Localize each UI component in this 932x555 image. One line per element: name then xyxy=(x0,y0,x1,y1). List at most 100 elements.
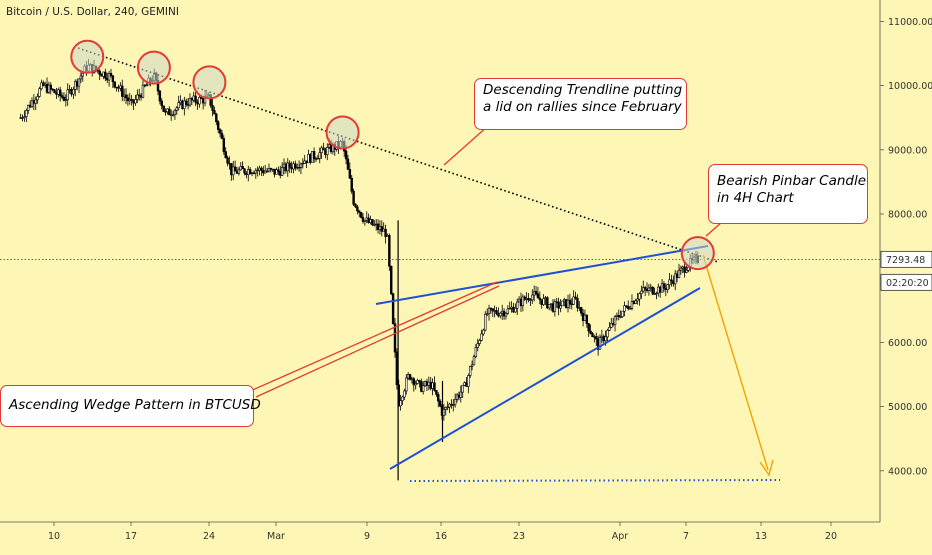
candle-body xyxy=(427,381,431,386)
candle-body xyxy=(474,347,478,357)
candle-body xyxy=(425,381,429,386)
time-tick-label: Apr xyxy=(612,531,629,542)
candle-body xyxy=(294,163,297,169)
candle-body xyxy=(55,92,58,95)
candle-body xyxy=(420,381,423,392)
candle-body xyxy=(514,307,517,313)
candle-body xyxy=(371,219,374,226)
candle-body xyxy=(324,149,327,155)
candle-body xyxy=(250,172,254,175)
candle-body xyxy=(395,351,399,386)
candle-body xyxy=(517,298,521,303)
candle-body xyxy=(34,99,37,104)
candle-body xyxy=(136,94,139,100)
descending-trendline-callout: Descending Trendline putting a lid on ra… xyxy=(474,78,687,130)
candle-body xyxy=(548,304,551,309)
candle-body xyxy=(254,169,258,174)
candle-body xyxy=(574,296,577,299)
candle-body xyxy=(412,378,415,386)
candle-body xyxy=(519,298,523,307)
candle-body xyxy=(414,383,417,386)
candle-body xyxy=(297,166,301,169)
candle-body xyxy=(472,356,476,366)
candle-body xyxy=(260,167,263,171)
candle-body xyxy=(500,310,504,314)
candle-body xyxy=(429,381,432,389)
candle-body xyxy=(508,308,511,310)
candle-body xyxy=(226,157,229,164)
candle-body xyxy=(316,157,320,160)
candle-body xyxy=(683,266,686,273)
candle-body xyxy=(388,235,391,267)
candle-body xyxy=(318,152,321,159)
candle-body xyxy=(192,95,195,101)
candle-body xyxy=(239,166,242,171)
candle-body xyxy=(459,391,463,398)
candle-body xyxy=(186,104,190,106)
pinbar-callout: Bearish Pinbar Candle in 4H Chart xyxy=(708,164,868,224)
candle-body xyxy=(21,117,24,119)
candle-body xyxy=(598,337,602,350)
candle-body xyxy=(66,89,69,101)
candle-body xyxy=(175,107,179,111)
candle-body xyxy=(264,170,267,174)
candle-body xyxy=(356,206,359,212)
candle-body xyxy=(408,374,412,380)
candle-body xyxy=(491,308,494,312)
candle-body xyxy=(606,330,609,338)
candle-body xyxy=(674,273,677,285)
time-tick-label: 7 xyxy=(683,531,689,542)
candle-body xyxy=(384,228,387,237)
swing-high-circle xyxy=(325,115,360,150)
candle-body xyxy=(376,223,380,230)
candle-body xyxy=(143,84,147,87)
candle-body xyxy=(399,400,402,407)
candle-body xyxy=(121,85,124,97)
candle-body xyxy=(504,313,508,317)
candle-body xyxy=(106,77,109,81)
candle-body xyxy=(124,94,128,99)
candle-body xyxy=(164,111,167,113)
candle-body xyxy=(350,177,353,192)
candle-body xyxy=(119,85,122,89)
candle-body xyxy=(224,151,227,159)
candle-body xyxy=(469,366,472,376)
candle-body xyxy=(551,303,555,312)
candle-body xyxy=(98,70,101,75)
candle-body xyxy=(516,301,519,309)
candle-body xyxy=(559,305,562,309)
candle-body xyxy=(374,223,378,226)
candle-body xyxy=(262,170,265,174)
candle-body xyxy=(664,287,668,290)
candle-body xyxy=(630,300,634,309)
candle-body xyxy=(305,160,308,164)
price-tick-label: 6000.00 xyxy=(888,338,927,349)
candle-body xyxy=(241,166,244,170)
candle-body xyxy=(600,335,604,338)
candle-body xyxy=(403,390,406,398)
candle-body xyxy=(43,83,47,86)
candle-body xyxy=(542,298,545,305)
candle-body xyxy=(51,88,54,91)
candle-body xyxy=(568,299,572,305)
candle-body xyxy=(47,84,51,93)
time-tick-label: 23 xyxy=(513,531,525,542)
candle-body xyxy=(613,316,617,326)
candle-body xyxy=(572,296,575,305)
candle-body xyxy=(455,394,459,400)
candle-body xyxy=(102,71,105,77)
candle-body xyxy=(201,98,205,104)
price-tick-label: 11000.00 xyxy=(888,17,932,28)
candle-body xyxy=(380,226,384,232)
candle-body xyxy=(457,394,461,398)
candle-body xyxy=(168,108,171,116)
candle-body xyxy=(53,89,56,94)
time-tick-label: 17 xyxy=(125,531,137,542)
candle-body xyxy=(162,105,165,112)
candle-body xyxy=(185,100,188,105)
candle-body xyxy=(506,308,510,314)
swing-high-circle xyxy=(70,39,105,74)
candle-body xyxy=(579,307,583,314)
candle-body xyxy=(312,151,316,159)
candle-body xyxy=(177,102,180,109)
